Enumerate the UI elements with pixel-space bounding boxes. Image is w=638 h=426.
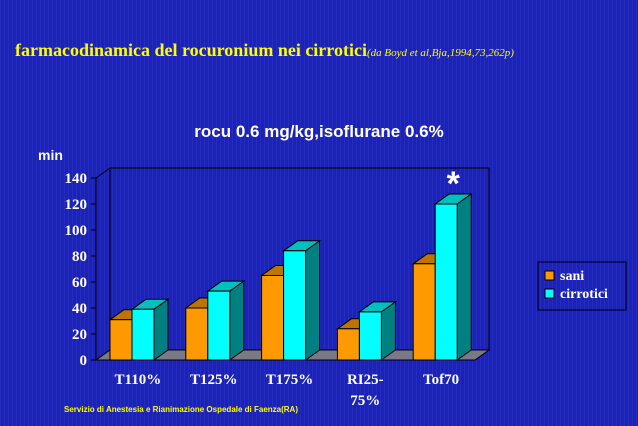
x-category-label: RI25- (347, 372, 384, 388)
legend-label-cirrotici: cirrotici (560, 287, 608, 302)
bar-side (229, 280, 245, 361)
slide-title: farmacodinamica del rocuronium nei cirro… (15, 40, 555, 63)
y-axis-depth-line (95, 167, 111, 179)
bar-side (380, 300, 396, 361)
footer-credit: Servizio di Anestesia e Rianimazione Osp… (64, 405, 298, 414)
bar-sani (185, 307, 209, 361)
y-tick-label: 120 (65, 197, 88, 213)
y-tick-label: 80 (72, 249, 87, 265)
x-category-label: T110% (115, 372, 162, 388)
bar-cirrotici (358, 311, 382, 361)
legend-swatch-sani (544, 270, 555, 281)
y-tick-label: 40 (72, 301, 87, 317)
bar-sani (336, 328, 360, 361)
x-category-label: 75% (350, 393, 380, 409)
bar-side (456, 193, 472, 361)
y-tick-label: 100 (65, 223, 88, 239)
bar-sani (109, 319, 133, 361)
legend-swatch-cirrotici (544, 288, 555, 299)
bar-side (305, 239, 321, 361)
y-axis-unit: min (38, 147, 63, 163)
x-category-label: T175% (266, 372, 314, 388)
bar-cirrotici (131, 308, 155, 361)
y-tick-label: 140 (65, 171, 88, 187)
legend-box (537, 261, 627, 311)
bar-cirrotici (283, 250, 307, 361)
bar-sani (261, 275, 285, 361)
bar-side (153, 298, 169, 361)
y-tick-label: 60 (72, 275, 87, 291)
bar-cirrotici (434, 203, 458, 361)
slide-title-main: farmacodinamica del rocuronium nei cirro… (15, 40, 367, 60)
y-tick-label: 20 (72, 327, 87, 343)
y-tick-label: 0 (80, 353, 88, 369)
slide-citation: (da Boyd et al,Bja,1994,73,262p) (366, 47, 514, 59)
x-category-label: Tof70 (423, 372, 459, 388)
bar-cirrotici (207, 290, 231, 361)
bar-sani (412, 263, 436, 361)
chart-title: rocu 0.6 mg/kg,isoflurane 0.6% (194, 122, 443, 141)
x-category-label: T125% (190, 372, 238, 388)
significance-asterisk: * (447, 165, 461, 203)
legend-label-sani: sani (560, 269, 584, 284)
